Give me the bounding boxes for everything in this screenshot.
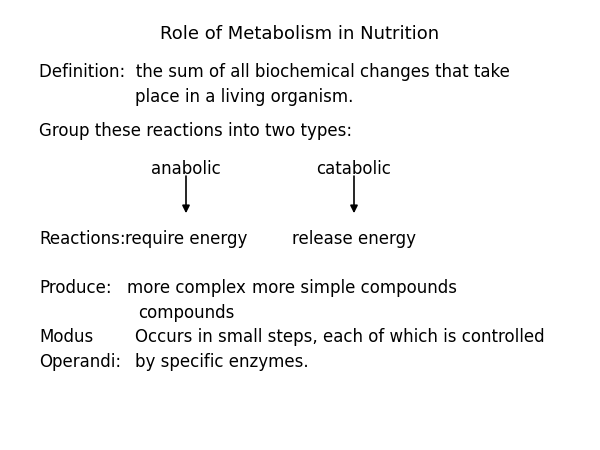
Text: more simple compounds: more simple compounds: [251, 279, 457, 297]
Text: Occurs in small steps, each of which is controlled: Occurs in small steps, each of which is …: [135, 328, 545, 346]
Text: Definition:  the sum of all biochemical changes that take: Definition: the sum of all biochemical c…: [39, 63, 510, 81]
Text: compounds: compounds: [138, 304, 234, 322]
Text: require energy: require energy: [125, 230, 247, 248]
Text: Group these reactions into two types:: Group these reactions into two types:: [39, 122, 352, 140]
Text: Operandi:: Operandi:: [39, 353, 121, 371]
Text: Produce:: Produce:: [39, 279, 112, 297]
Text: more complex: more complex: [127, 279, 245, 297]
Text: place in a living organism.: place in a living organism.: [135, 88, 353, 106]
Text: release energy: release energy: [292, 230, 416, 248]
Text: Role of Metabolism in Nutrition: Role of Metabolism in Nutrition: [160, 25, 440, 43]
Text: Modus: Modus: [39, 328, 93, 346]
Text: Reactions:: Reactions:: [39, 230, 125, 248]
Text: catabolic: catabolic: [317, 160, 391, 178]
Text: anabolic: anabolic: [151, 160, 221, 178]
Text: by specific enzymes.: by specific enzymes.: [135, 353, 308, 371]
